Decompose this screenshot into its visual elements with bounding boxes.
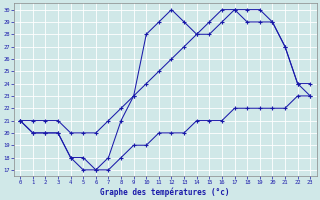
X-axis label: Graphe des températures (°c): Graphe des températures (°c) — [100, 187, 230, 197]
